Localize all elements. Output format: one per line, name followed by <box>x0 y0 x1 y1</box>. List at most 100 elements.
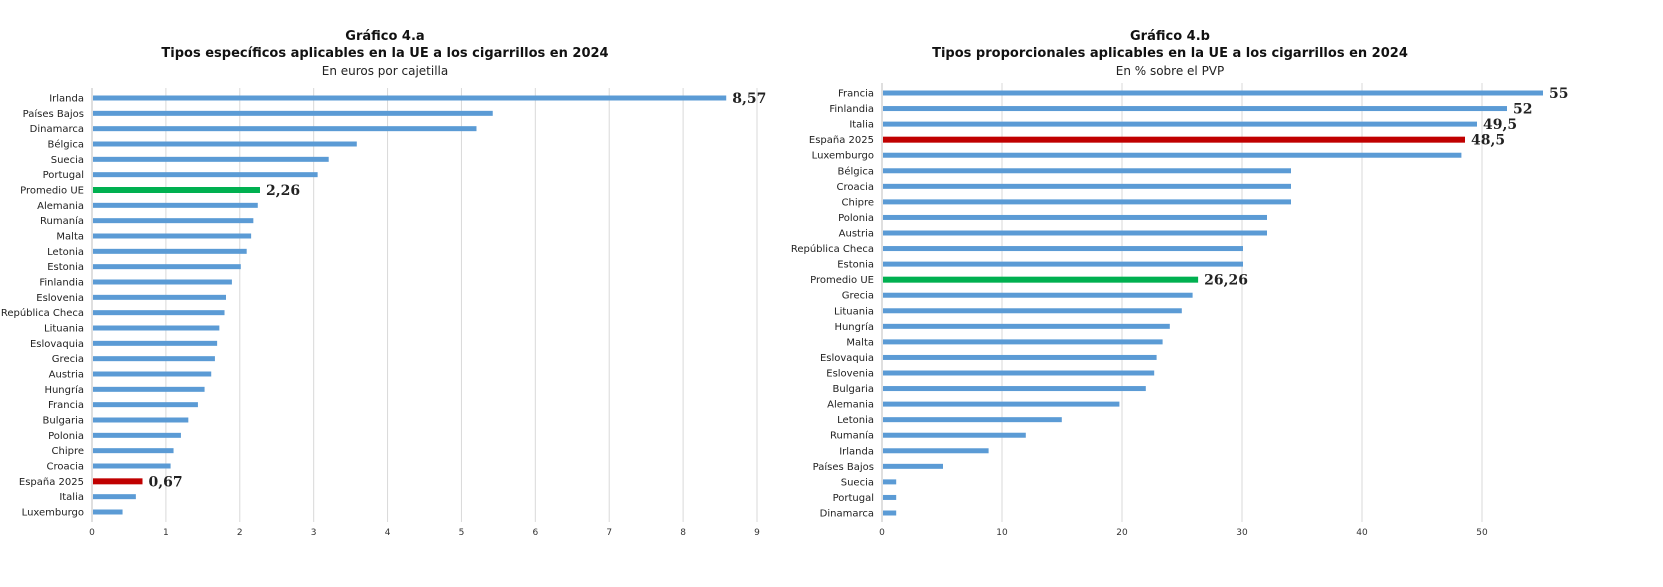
chart-a-category-label: Finlandia <box>39 278 84 289</box>
chart-a-x-tick-label: 5 <box>459 528 465 538</box>
chart-b-x-tick-label: 10 <box>996 528 1008 538</box>
chart-b-data-label: 48,5 <box>1471 133 1505 149</box>
chart-a-unit: En euros por cajetilla <box>322 64 449 78</box>
chart-b-category-label: Eslovaquia <box>820 353 874 364</box>
chart-b-data-label: 52 <box>1513 102 1532 118</box>
chart-b-subtitle: Tipos proporcionales aplicables en la UE… <box>932 46 1408 61</box>
chart-b-bar <box>883 292 1193 298</box>
chart-a-subtitle: Tipos específicos aplicables en la UE a … <box>161 46 608 61</box>
chart-b-bar <box>883 432 1026 438</box>
chart-a-category-label: Malta <box>56 232 84 243</box>
chart-a-category-label: Lituania <box>44 324 84 335</box>
chart-b-category-label: Austria <box>839 229 874 240</box>
chart-a-category-label: Suecia <box>51 155 84 166</box>
chart-a-bar <box>93 141 357 147</box>
chart-b-bar <box>883 90 1543 96</box>
chart-a-bar <box>93 156 329 162</box>
chart-a-bar <box>93 248 247 254</box>
chart-a-category-label: Promedio UE <box>20 186 84 197</box>
chart-b-bar <box>883 168 1291 174</box>
chart-b-data-label: 55 <box>1549 86 1568 102</box>
chart-a-bar <box>93 432 181 438</box>
chart-a-bar <box>93 202 258 208</box>
chart-b-category-label: Finlandia <box>829 104 874 115</box>
chart-b-category-label: Chipre <box>842 197 875 208</box>
chart-b-bar <box>883 246 1243 252</box>
chart-a-category-label: Eslovenia <box>36 293 84 304</box>
chart-b-category-label: Letonia <box>837 415 874 426</box>
chart-b-bar <box>883 261 1243 267</box>
chart-b-category-label: Lituania <box>834 306 874 317</box>
chart-b-category-label: Polonia <box>838 213 874 224</box>
chart-a-x-tick-label: 0 <box>89 528 95 538</box>
chart-b-bar <box>883 370 1155 376</box>
chart-a-category-label: Eslovaquia <box>30 339 84 350</box>
chart-b-category-label: Portugal <box>833 493 874 504</box>
chart-b-category-label: Croacia <box>836 182 874 193</box>
chart-b-category-label: Rumanía <box>830 430 874 442</box>
chart-b-x-tick-label: 30 <box>1236 528 1248 538</box>
chart-a-bar <box>93 402 198 408</box>
chart-a-category-label: Bélgica <box>47 139 84 151</box>
chart-b-category-label: España 2025 <box>809 135 874 146</box>
chart-b-x-tick-label: 40 <box>1356 528 1368 538</box>
chart-a-bar <box>93 509 123 515</box>
chart-a-category-label: Austria <box>49 370 84 381</box>
chart-b-bar <box>883 339 1163 345</box>
chart-a-bar <box>93 233 252 239</box>
chart-b-category-label: Alemania <box>827 400 874 411</box>
chart-a-category-label: Polonia <box>48 431 84 442</box>
chart-b-bar <box>883 183 1291 189</box>
chart-a-bar <box>93 264 241 270</box>
chart-a-bar <box>93 340 218 346</box>
chart-b-category-label: Países Bajos <box>813 461 874 473</box>
chart-b-bar <box>883 121 1477 127</box>
chart-a-category-label: Italia <box>59 492 84 503</box>
chart-b-data-label: 49,5 <box>1483 117 1517 133</box>
chart-b-category-label: Italia <box>849 120 874 131</box>
chart-b-bar <box>883 199 1291 205</box>
chart-a-category-label: Croacia <box>46 462 84 473</box>
chart-b-unit: En % sobre el PVP <box>1116 64 1225 78</box>
chart-a-category-label: Alemania <box>37 201 84 212</box>
chart-a-bar <box>93 478 143 485</box>
chart-b-bar <box>883 479 897 485</box>
chart-a-bar <box>93 463 171 469</box>
chart-a-category-label: Bulgaria <box>43 416 84 427</box>
chart-a-bar <box>93 172 318 178</box>
chart-a-category-label: España 2025 <box>19 477 84 488</box>
chart-b-bar <box>883 463 943 469</box>
chart-a-category-label: Grecia <box>52 354 84 365</box>
chart-b-category-label: República Checa <box>791 243 874 255</box>
chart-b-category-label: Bélgica <box>837 165 874 177</box>
chart-a-x-tick-label: 9 <box>754 528 760 538</box>
chart-a-category-label: República Checa <box>1 307 84 319</box>
chart-a-bar <box>93 325 220 331</box>
chart-b-bar <box>883 106 1507 112</box>
chart-b-bar <box>883 230 1267 236</box>
chart-a-bar <box>93 187 260 193</box>
chart-b-bar <box>883 448 989 454</box>
chart-a-bar <box>93 371 212 377</box>
chart-b-bar <box>883 401 1120 407</box>
chart-a-x-tick-label: 2 <box>237 528 243 538</box>
chart-b-bar <box>883 494 897 500</box>
chart-a-bar <box>93 110 493 116</box>
chart-a-category-label: Países Bajos <box>23 108 84 120</box>
chart-b-bar <box>883 417 1062 423</box>
chart-b-bar <box>883 386 1146 392</box>
chart-b-category-label: Bulgaria <box>833 384 874 395</box>
chart-a-category-label: Chipre <box>52 446 85 457</box>
chart-b-category-label: Francia <box>838 89 874 100</box>
chart-b-x-tick-label: 0 <box>879 528 885 538</box>
chart-a-category-label: Francia <box>48 400 84 411</box>
chart-a-category-label: Dinamarca <box>30 124 84 135</box>
chart-a-bar <box>93 448 174 454</box>
chart-a-bar <box>93 310 225 316</box>
chart-a-x-tick-label: 7 <box>606 528 612 538</box>
chart-b-bar <box>883 510 897 516</box>
chart-a-category-label: Hungría <box>44 384 84 396</box>
chart-a-category-label: Luxemburgo <box>22 508 84 519</box>
chart-b-bar <box>883 276 1199 283</box>
